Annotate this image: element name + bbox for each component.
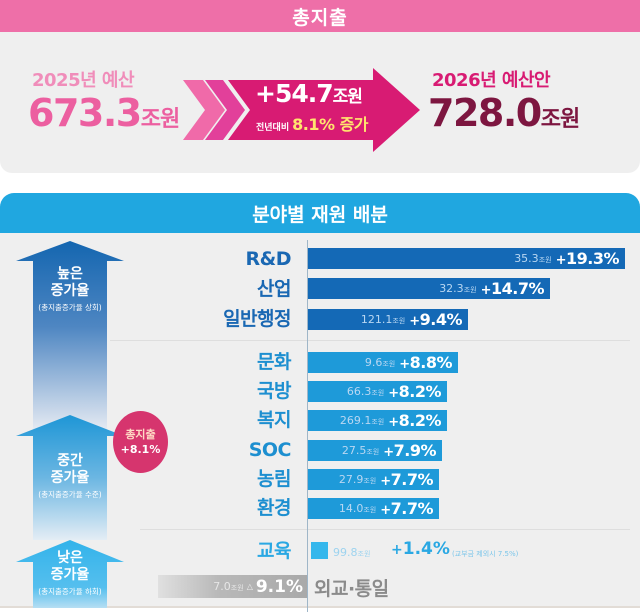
arrow-up-icon [16, 540, 124, 608]
badge-label: 총지출 [125, 428, 156, 441]
decrease-triangle-icon: △ [246, 582, 253, 591]
arrow-up-icon [16, 415, 124, 540]
prev-budget-number: 673.3 [28, 91, 142, 135]
total-spending-header: 총지출 [0, 0, 640, 32]
total-growth-badge: 총지출 +8.1% [113, 411, 168, 473]
category-label-soc: SOC [248, 439, 292, 461]
bar-growth-pct: +19.3% [555, 249, 620, 268]
prev-budget-unit: 조원 [140, 107, 180, 132]
bar-amount: 66.3조원 [346, 385, 385, 398]
high-growth-title2: 증가율 [50, 283, 90, 299]
sector-allocation-header: 분야별 재원 배분 [0, 193, 640, 233]
bar-0: 35.3조원 +19.3% [308, 248, 625, 269]
low-growth-arrow: 낮은 증가율 (총지출증가율 하회) [16, 540, 124, 608]
next-budget-number: 728.0 [428, 91, 542, 135]
bar-4: 66.3조원 +8.2% [308, 381, 447, 402]
increase-rate: 전년대비 8.1% 증가 [256, 111, 369, 135]
bar-amount: 27.9조원 [338, 473, 377, 486]
bar-amount: 14.0조원 [338, 502, 377, 515]
diplomacy-pct: 9.1% [255, 576, 303, 597]
bar-3: 9.6조원 +8.8% [308, 352, 458, 373]
low-growth-title2: 증가율 [50, 567, 90, 583]
bar-amount: 35.3조원 [514, 252, 552, 265]
category-label-culture: 문화 [257, 351, 291, 373]
category-label-diplomacy: 외교·통일 [314, 578, 389, 600]
bar-growth-pct: +8.2% [388, 382, 441, 401]
sector-allocation-title: 분야별 재원 배분 [252, 203, 388, 226]
bar-diplomacy: 7.0조원 △ 9.1% [158, 575, 307, 598]
category-label-environment: 환경 [257, 497, 291, 519]
bar-6: 27.5조원 +7.9% [308, 440, 442, 461]
bar-amount: 269.1조원 [339, 414, 385, 427]
bar-amount: 9.6조원 [364, 356, 396, 369]
bar-amount: 32.3조원 [439, 282, 477, 295]
group-separator [110, 340, 630, 341]
group-separator [140, 529, 630, 530]
category-label-rnd: R&D [245, 248, 292, 270]
mid-growth-title2: 증가율 [50, 470, 90, 486]
bar-growth-pct: +8.2% [388, 411, 441, 430]
bar-1: 32.3조원 +14.7% [308, 278, 550, 299]
next-budget-unit: 조원 [540, 107, 580, 132]
next-budget-value: 728.0조원 [428, 91, 580, 135]
bar-growth-pct: +14.7% [480, 279, 545, 298]
diplomacy-amount: 7.0조원 [213, 580, 244, 593]
next-budget-label: 2026년 예산안 [432, 70, 551, 91]
bar-growth-pct: +7.7% [380, 499, 433, 518]
bar-2: 121.1조원 +9.4% [308, 309, 468, 330]
category-label-education: 교육 [257, 540, 291, 562]
bar-growth-pct: +7.7% [380, 470, 433, 489]
low-growth-sub: (총지출증가율 하회) [38, 587, 102, 596]
total-spending-title: 총지출 [292, 6, 348, 29]
bar-amount: 121.1조원 [360, 313, 406, 326]
increase-amount: +54.7조원 [255, 79, 363, 108]
prev-budget-label: 2025년 예산 [32, 70, 135, 91]
axis-line [307, 240, 308, 612]
high-growth-title1: 높은 [57, 266, 83, 282]
education-pct: +1.4% [391, 539, 450, 559]
mid-growth-sub: (총지출증가율 수준) [38, 490, 102, 499]
bar-education [311, 542, 328, 559]
bar-growth-pct: +7.9% [383, 441, 436, 460]
high-growth-arrow: 높은 증가율 (총지출증가율 상회) [16, 241, 124, 431]
bar-growth-pct: +9.4% [409, 310, 462, 329]
mid-growth-arrow: 중간 증가율 (총지출증가율 수준) [16, 415, 124, 540]
category-label-industry: 산업 [257, 278, 291, 300]
category-label-agriculture: 농림 [257, 468, 291, 490]
bar-5: 269.1조원 +8.2% [308, 410, 447, 431]
yoy-value: 8.1% 증가 [292, 115, 369, 134]
arrow-up-icon [16, 241, 124, 431]
mid-growth-title1: 중간 [57, 453, 83, 469]
bar-amount: 27.5조원 [341, 444, 380, 457]
prev-budget-value: 673.3조원 [28, 91, 180, 135]
category-label-welfare: 복지 [257, 409, 291, 431]
bar-8: 14.0조원 +7.7% [308, 498, 439, 519]
arrow-right-icon [183, 68, 420, 152]
education-note: (교부금 제외시 7.5%) [452, 550, 519, 558]
yoy-label: 전년대비 [256, 123, 290, 133]
increase-arrow: +54.7조원 전년대비 8.1% 증가 [183, 66, 423, 154]
low-growth-title1: 낮은 [57, 550, 83, 566]
increase-number: +54.7 [255, 79, 334, 108]
education-amount: 99.8조원 [333, 546, 371, 559]
badge-value: +8.1% [120, 443, 161, 456]
increase-unit: 조원 [332, 87, 363, 107]
high-growth-sub: (총지출증가율 상회) [38, 303, 102, 312]
category-label-admin: 일반행정 [223, 308, 291, 330]
bar-growth-pct: +8.8% [399, 353, 452, 372]
category-label-defense: 국방 [257, 380, 291, 402]
bar-7: 27.9조원 +7.7% [308, 469, 439, 490]
